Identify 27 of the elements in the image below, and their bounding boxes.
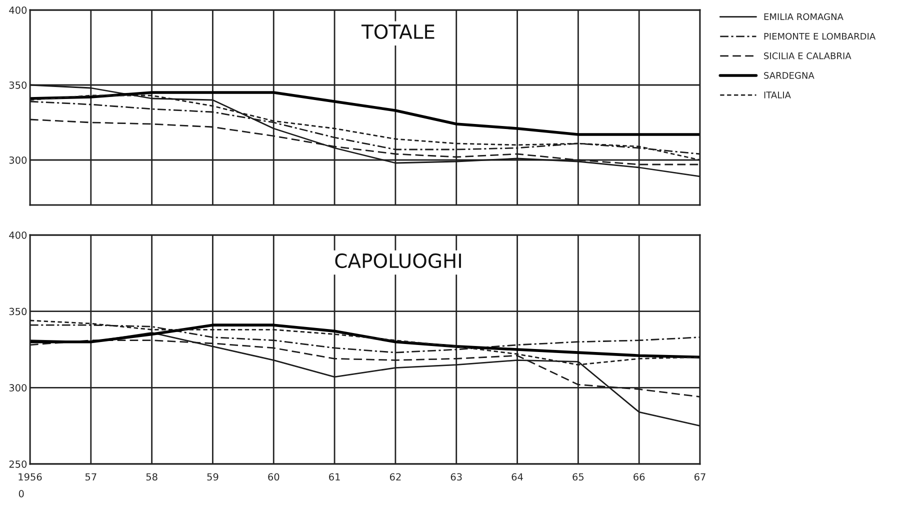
y-tick-label: 350 [9, 81, 27, 89]
y-tick-label: 400 [9, 231, 27, 239]
text: TOTALE [361, 24, 434, 40]
x-tick-label: 60 [268, 473, 280, 481]
x-tick-label: 64 [512, 473, 523, 481]
text: 0 [18, 490, 24, 498]
legend-label: SICILIA E CALABRIA [764, 52, 852, 60]
x-tick-label: 57 [85, 473, 96, 481]
y-tick-label: 250 [9, 460, 27, 468]
legend-label: ITALIA [764, 92, 791, 98]
x-tick-label: 59 [207, 473, 218, 481]
x-tick-label: 1956 [18, 473, 42, 481]
x-tick-label: 67 [694, 473, 706, 481]
x-tick-label: 66 [634, 473, 645, 481]
legend-label: EMILIA ROMAGNA [764, 13, 844, 20]
y-tick-label: 350 [9, 308, 27, 316]
y-tick-label: 300 [9, 156, 27, 164]
x-tick-label: 65 [572, 473, 584, 481]
x-tick-label: 63 [450, 473, 462, 481]
x-tick-label: 58 [146, 473, 158, 481]
x-tick-label: 62 [390, 473, 401, 481]
legend-label: PIEMONTE E LOMBARDIA [764, 32, 876, 40]
legend-label: SARDEGNA [764, 72, 814, 79]
y-tick-label: 300 [9, 384, 27, 392]
y-tick-label: 400 [9, 6, 27, 14]
text: CAPOLUOGHI [335, 253, 461, 268]
x-tick-label: 61 [329, 473, 340, 481]
